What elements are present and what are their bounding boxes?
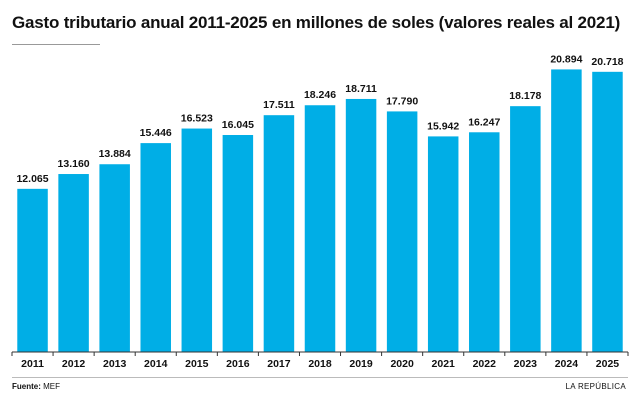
value-label-2014: 15.446 — [140, 127, 172, 139]
value-label-2017: 17.511 — [263, 99, 295, 111]
value-label-2013: 13.884 — [99, 148, 131, 160]
x-tick-label-2017: 2017 — [267, 358, 291, 370]
footer-divider — [12, 377, 628, 378]
value-label-2021: 15.942 — [427, 120, 459, 132]
source-label: Fuente: — [12, 382, 41, 391]
source-note: Fuente: MEF — [12, 382, 60, 391]
value-label-2015: 16.523 — [181, 113, 213, 125]
bar-2025 — [592, 71, 623, 352]
bar-2019 — [345, 98, 377, 353]
bar-2017 — [263, 115, 295, 352]
value-label-2022: 16.247 — [468, 116, 500, 128]
x-tick-label-2023: 2023 — [514, 358, 538, 370]
chart-title: Gasto tributario anual 2011-2025 en mill… — [12, 13, 621, 32]
bar-2023 — [510, 106, 541, 353]
value-label-2020: 17.790 — [386, 95, 418, 107]
bar-2014 — [140, 143, 171, 352]
x-tick-label-2025: 2025 — [596, 358, 620, 370]
bar-2016 — [222, 135, 254, 352]
x-tick-label-2011: 2011 — [21, 358, 44, 370]
value-label-2016: 16.045 — [222, 119, 254, 131]
x-tick-label-2016: 2016 — [226, 358, 250, 370]
bar-2024 — [551, 69, 582, 352]
bar-2021 — [427, 136, 459, 352]
x-tick-label-2021: 2021 — [432, 358, 456, 370]
x-tick-label-2013: 2013 — [103, 358, 127, 370]
value-label-2025: 20.718 — [591, 56, 623, 68]
bar-2011 — [17, 188, 48, 352]
bar-2015 — [181, 128, 213, 352]
x-tick-label-2015: 2015 — [185, 358, 209, 370]
value-label-2023: 18.178 — [509, 90, 541, 102]
value-label-2012: 13.160 — [58, 158, 90, 170]
bar-2020 — [386, 111, 418, 352]
value-label-2019: 18.711 — [345, 83, 377, 95]
bar-2018 — [304, 105, 336, 352]
brand-logo: LA REPÚBLICA — [565, 382, 626, 391]
value-label-2018: 18.246 — [304, 89, 336, 101]
value-label-2024: 20.894 — [550, 53, 582, 65]
x-tick-label-2020: 2020 — [390, 358, 414, 370]
x-tick-label-2018: 2018 — [308, 358, 332, 370]
bar-2022 — [469, 132, 500, 352]
bar-2013 — [99, 164, 130, 352]
title-underline — [12, 44, 100, 45]
x-tick-label-2019: 2019 — [349, 358, 373, 370]
source-value: MEF — [43, 382, 61, 391]
x-tick-label-2024: 2024 — [555, 358, 579, 370]
x-tick-label-2012: 2012 — [62, 358, 86, 370]
x-tick-label-2014: 2014 — [144, 358, 168, 370]
x-tick-label-2022: 2022 — [473, 358, 497, 370]
bar-2012 — [58, 174, 89, 352]
value-label-2011: 12.065 — [16, 173, 48, 185]
